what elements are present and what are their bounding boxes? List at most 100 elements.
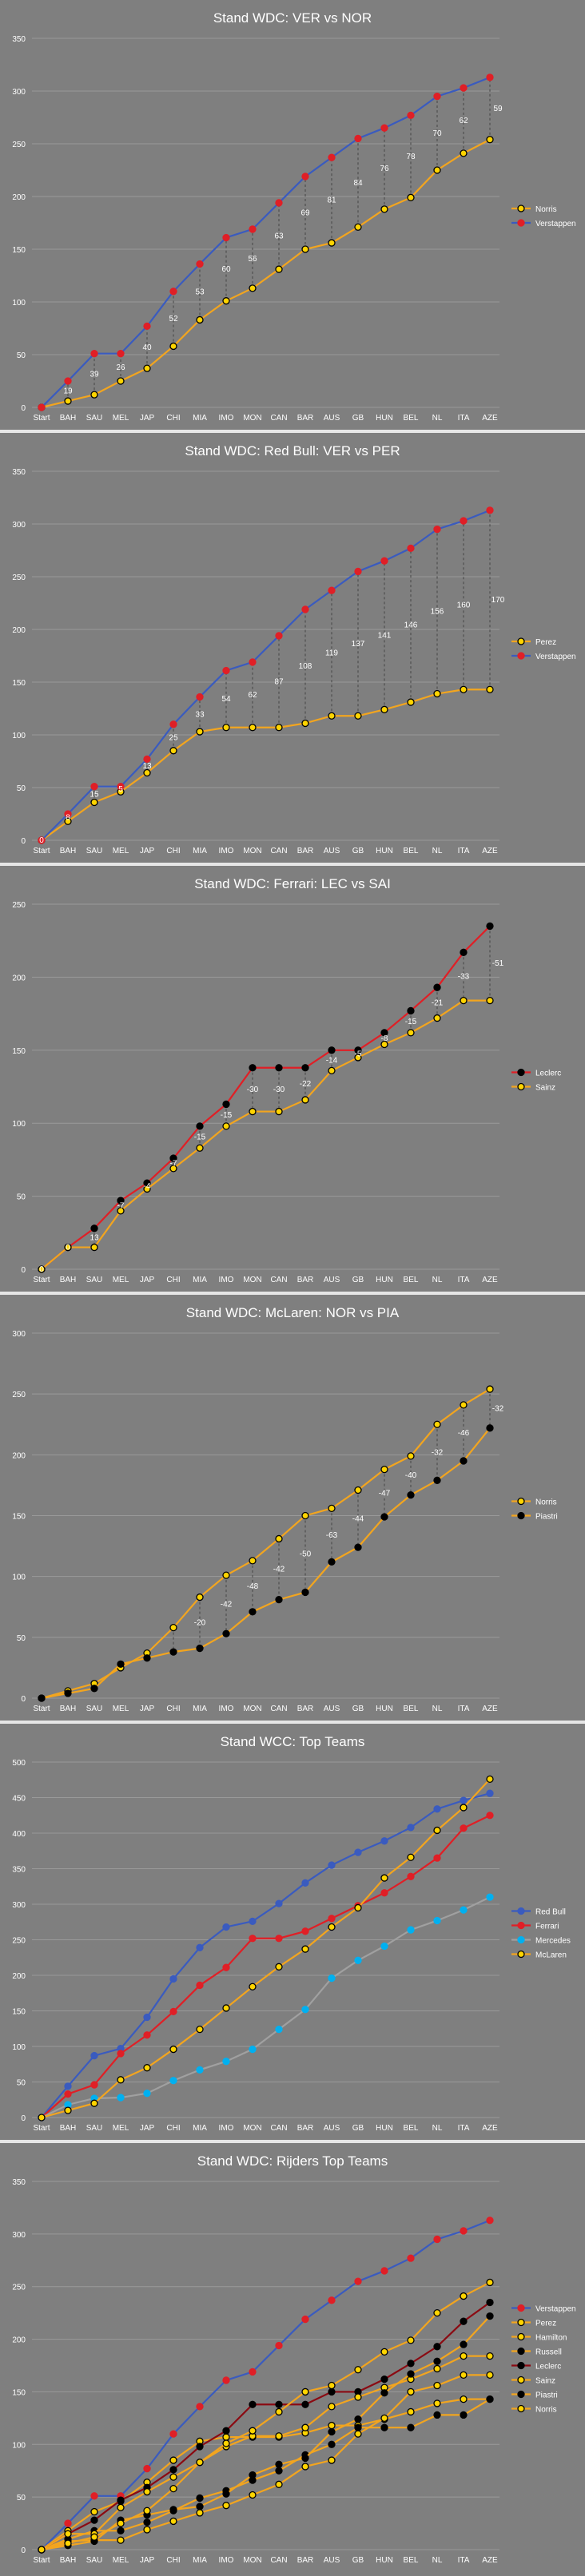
data-point-verstappen xyxy=(196,2403,204,2411)
legend-marker xyxy=(517,1497,525,1506)
x-tick-label: GB xyxy=(352,414,364,423)
x-tick-label: IMO xyxy=(219,2556,234,2565)
data-point-perez xyxy=(275,724,283,732)
series-line-verstappen xyxy=(41,2219,491,2550)
legend-label: Perez xyxy=(535,2320,556,2328)
x-tick-label: HUN xyxy=(376,414,393,423)
x-tick-label: IMO xyxy=(219,414,234,423)
data-point-verstappen xyxy=(486,73,494,81)
data-point-leclerc xyxy=(380,2375,388,2383)
data-point-sainz xyxy=(143,2487,151,2496)
data-point-leclerc xyxy=(486,2298,494,2307)
gap-label: -50 xyxy=(300,1550,312,1558)
data-point-verstappen xyxy=(433,92,441,101)
x-tick-label: Start xyxy=(33,847,50,855)
chart-svg: Stand WDC: Red Bull: VER vs PER050100150… xyxy=(12,443,575,855)
data-point-verstappen xyxy=(38,836,46,844)
data-point-perez xyxy=(328,712,336,720)
data-point-mclaren xyxy=(433,1826,441,1835)
data-point-norris xyxy=(301,2387,309,2396)
series-line-piastri xyxy=(41,1427,491,1700)
legend-marker xyxy=(517,204,525,212)
x-tick-label: MON xyxy=(243,2556,261,2565)
data-point-verstappen xyxy=(354,567,362,576)
chart-panel-5: Stand WCC: Top Teams 0 50 100 150 200 250 300 35… xyxy=(0,1724,585,2140)
x-tick-label: MIA xyxy=(193,847,207,855)
y-tick-label: 150 xyxy=(12,246,26,255)
x-tick-label: Start xyxy=(33,2124,50,2133)
x-tick-label: CHI xyxy=(166,2556,180,2565)
legend-label: McLaren xyxy=(535,1951,567,1960)
data-point-ferrari xyxy=(380,1889,388,1897)
x-tick-label: MON xyxy=(243,847,261,855)
data-point-perez xyxy=(460,685,468,693)
data-point-norris xyxy=(117,377,125,385)
data-point-verstappen xyxy=(407,2254,415,2262)
gap-label: 8 xyxy=(66,814,70,823)
x-tick-label: AZE xyxy=(482,847,498,855)
data-point-verstappen xyxy=(143,2464,151,2473)
data-point-norris xyxy=(222,1571,230,1579)
data-point-norris xyxy=(196,316,204,324)
data-point-verstappen xyxy=(64,810,72,818)
y-tick-label: 400 xyxy=(12,1830,26,1839)
gap-label: -46 xyxy=(458,1429,470,1438)
data-point-hamilton xyxy=(249,2491,257,2499)
y-tick-label: 350 xyxy=(12,1866,26,1875)
chart-panel-6: Stand WDC: Rijders Top Teams 0 50 100 150 200… xyxy=(0,2143,585,2572)
x-tick-label: MEL xyxy=(113,414,129,423)
legend-marker xyxy=(517,2376,525,2384)
data-point-mercedes xyxy=(222,2058,230,2066)
data-point-norris xyxy=(328,1504,336,1513)
series-line-perez xyxy=(41,689,490,841)
x-tick-label: GB xyxy=(352,847,364,855)
data-point-mercedes xyxy=(301,2006,309,2014)
x-tick-label: BAH xyxy=(60,1705,77,1713)
data-point-mclaren xyxy=(90,2099,98,2107)
x-tick-label: AZE xyxy=(482,2556,498,2565)
gap-label: 170 xyxy=(491,596,505,605)
data-point-verstappen xyxy=(380,557,388,565)
data-point-ferrari xyxy=(460,1824,468,1832)
data-point-norris xyxy=(143,364,151,372)
data-point-norris xyxy=(433,1420,441,1428)
data-point-mercedes xyxy=(433,1916,441,1925)
data-point-piastri xyxy=(380,1513,388,1521)
data-point-leclerc xyxy=(433,983,441,991)
x-tick-label: AUS xyxy=(324,1705,340,1713)
data-point-norris xyxy=(407,1452,415,1460)
data-point-russell xyxy=(143,2518,151,2526)
data-point-verstappen xyxy=(222,2376,230,2384)
gap-label: 70 xyxy=(432,129,442,138)
gap-label: 0 xyxy=(39,1265,44,1274)
legend-marker xyxy=(517,1950,525,1959)
data-point-verstappen xyxy=(433,2235,441,2244)
x-tick-label: NL xyxy=(432,847,443,855)
series-line-leclerc xyxy=(41,2301,491,2550)
data-point-verstappen xyxy=(301,2315,309,2324)
legend-label: Piastri xyxy=(535,1513,558,1522)
data-point-leclerc xyxy=(222,1100,230,1109)
x-tick-label: AUS xyxy=(324,414,340,423)
panel-separator xyxy=(0,2140,585,2143)
data-point-leclerc xyxy=(117,2496,125,2504)
data-point-norris xyxy=(64,397,72,405)
y-tick-label: 100 xyxy=(12,1574,26,1582)
data-point-leclerc xyxy=(460,948,468,956)
y-tick-label: 200 xyxy=(12,2336,26,2345)
data-point-perez xyxy=(90,798,98,807)
legend-label: Norris xyxy=(535,1498,557,1507)
data-point-norris xyxy=(407,193,415,201)
data-point-ferrari xyxy=(169,2007,177,2016)
series-line-norris xyxy=(41,1388,491,1700)
y-tick-label: 200 xyxy=(12,1972,26,1981)
panel-separator xyxy=(0,863,585,866)
panel-separator xyxy=(0,1292,585,1295)
data-point-sainz xyxy=(460,2352,468,2360)
legend-marker xyxy=(517,2318,525,2327)
data-point-red bull xyxy=(486,1789,494,1797)
data-point-norris xyxy=(196,2459,204,2467)
data-point-mclaren xyxy=(275,1963,283,1971)
x-tick-label: HUN xyxy=(376,1705,393,1713)
data-point-norris xyxy=(90,391,98,399)
